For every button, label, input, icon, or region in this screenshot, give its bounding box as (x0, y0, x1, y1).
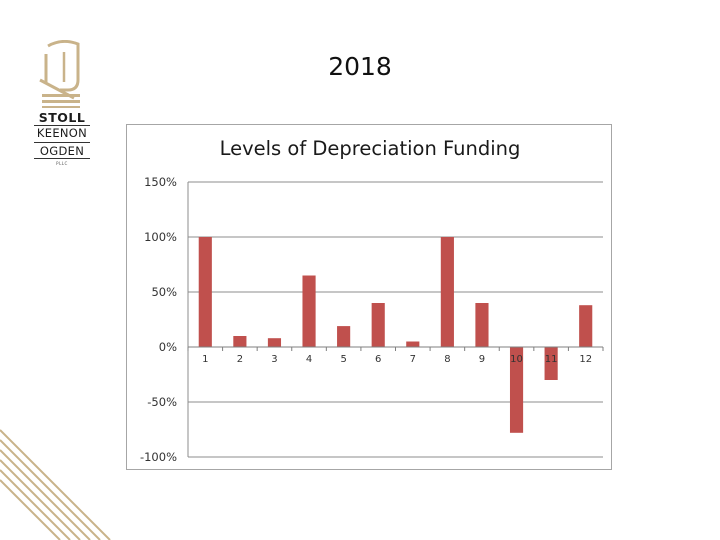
x-tick-label: 5 (340, 354, 346, 365)
x-tick-label: 7 (410, 354, 416, 365)
bar (579, 305, 593, 347)
bar (233, 336, 247, 347)
chart-container: Levels of Depreciation Funding 150% 100% 5… (126, 124, 612, 470)
y-tick-label: 150% (144, 175, 177, 189)
y-tick-label: 50% (151, 285, 177, 299)
x-tick-label: 6 (375, 354, 381, 365)
firm-logo: STOLL KEENON OGDEN PLLC (34, 40, 90, 180)
bar (371, 303, 385, 347)
x-tick-label: 1 (202, 354, 208, 365)
y-tick-label: 0% (159, 340, 177, 354)
logo-text-stoll: STOLL (38, 110, 86, 125)
bar (302, 275, 316, 347)
x-tick-label: 10 (510, 354, 523, 365)
bar (475, 303, 489, 347)
y-tick-label: 100% (144, 230, 177, 244)
bar (267, 338, 282, 347)
logo-divider (34, 142, 90, 143)
logo-text-pllc: PLLC (56, 161, 68, 166)
logo-text-keenon: KEENON (36, 126, 88, 140)
y-tick-label: -100% (140, 450, 177, 464)
bar (509, 347, 524, 433)
logo-text-ogden: OGDEN (39, 144, 85, 158)
x-tick-label: 11 (545, 354, 558, 365)
x-tick-label: 3 (271, 354, 277, 365)
slide-title: 2018 (328, 52, 392, 81)
x-tick-label: 12 (579, 354, 592, 365)
corner-stripes-decoration (0, 429, 111, 540)
bar (406, 341, 420, 347)
x-tick-label: 9 (479, 354, 485, 365)
bar (544, 347, 558, 380)
logo-mark-icon (39, 40, 80, 108)
chart-title: Levels of Depreciation Funding (219, 137, 521, 160)
logo-divider (34, 125, 90, 126)
y-tick-label: -50% (147, 395, 177, 409)
x-tick-label: 8 (444, 354, 450, 365)
x-tick-label: 4 (306, 354, 312, 365)
bar (440, 237, 454, 347)
bar (198, 237, 212, 347)
bar-chart: 150%100%50%0%-50%-100%1 2 3 4 5 6 7 8 9 10 11 12 (140, 175, 604, 464)
x-tick-label: 2 (237, 354, 243, 365)
logo-divider (34, 158, 90, 159)
bar (337, 326, 351, 347)
